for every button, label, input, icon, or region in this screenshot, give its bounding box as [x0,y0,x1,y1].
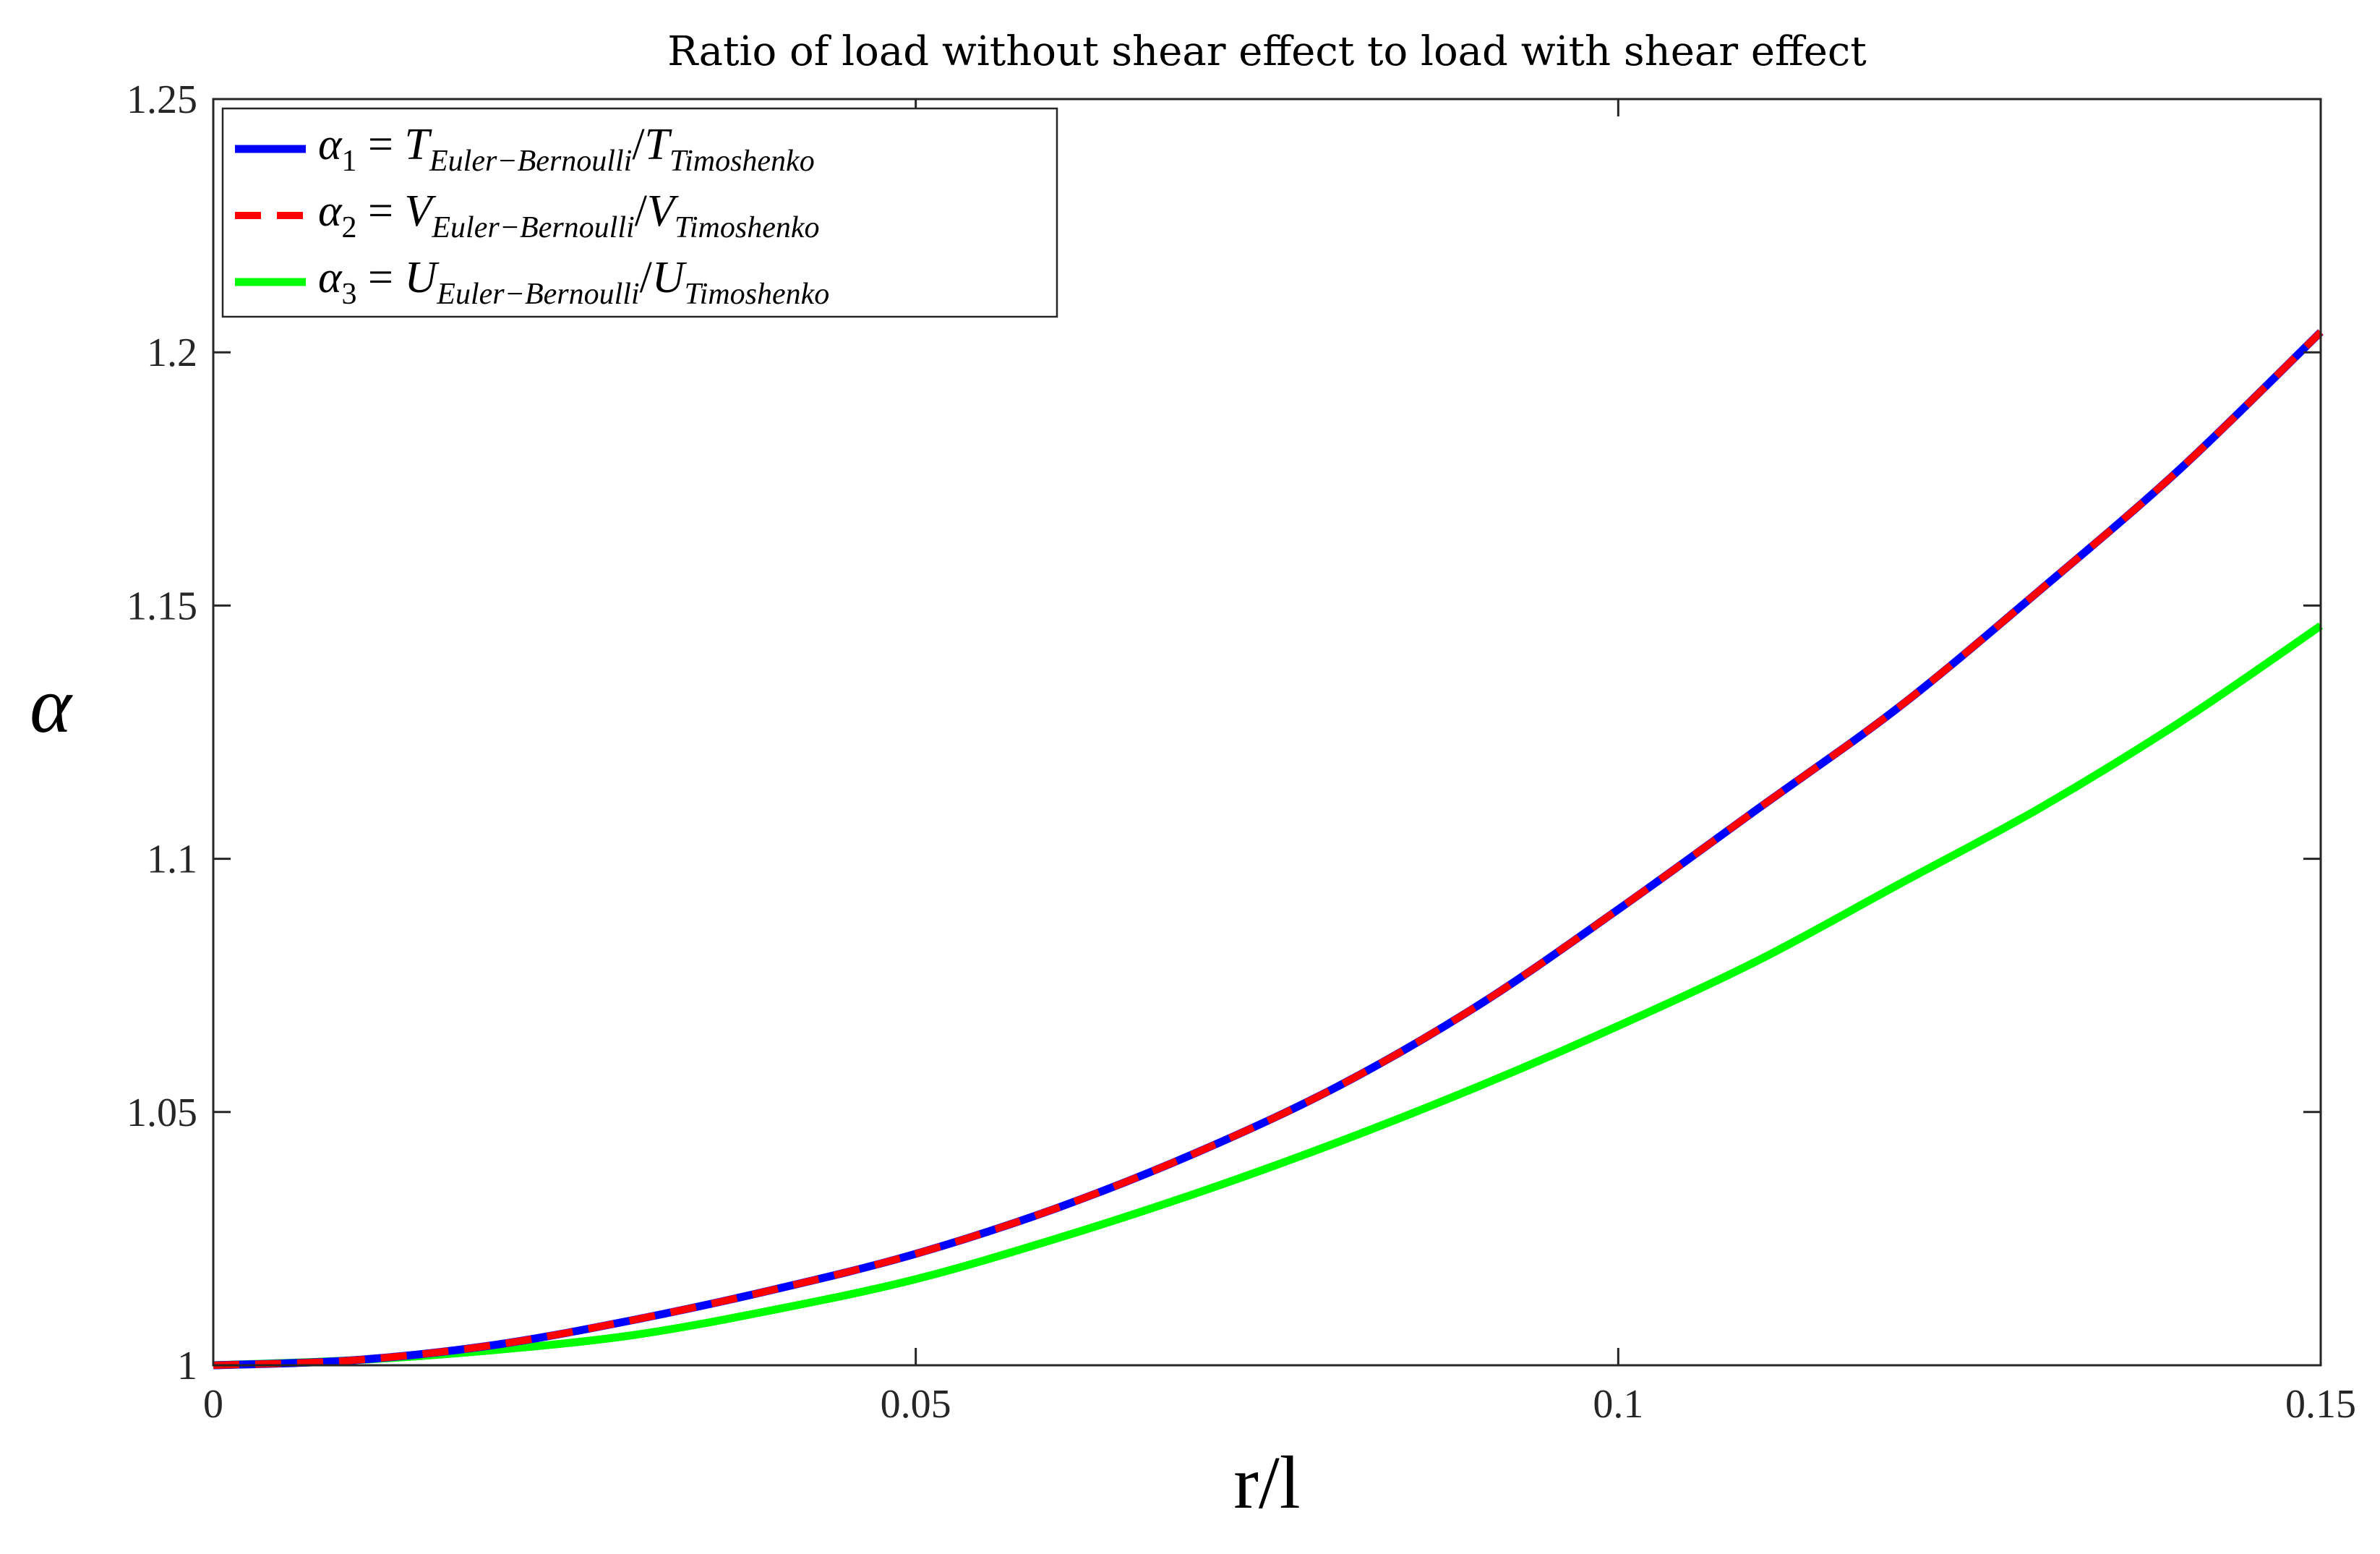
legend-entry-1: α1 = TEuler−Bernoulli/TTimoshenko [318,120,815,178]
x-tick-label: 0.15 [2285,1382,2356,1427]
y-tick-label: 1.1 [147,837,197,882]
legend: α1 = TEuler−Bernoulli/TTimoshenko α2 = VE… [221,107,1058,318]
series-line-3 [213,622,2324,1370]
x-tick-label: 0.05 [881,1382,951,1427]
y-tick-label: 1 [177,1344,197,1388]
series-layer [213,329,2324,1370]
legend-entry-3: α3 = UEuler−Bernoulli/UTimoshenko [318,253,829,311]
x-tick-label: 0.1 [1593,1382,1643,1427]
plot-frame [212,98,2322,1367]
legend-box [221,107,1058,318]
y-tick-label: 1.15 [127,584,197,628]
chart-title: Ratio of load without shear effect to lo… [667,28,1867,75]
x-tick-label: 0 [203,1382,223,1427]
y-axis-label: α [30,661,73,749]
legend-entry-2: α2 = VEuler−Bernoulli/VTimoshenko [318,187,819,244]
ticks-layer: 0 0.05 0.1 0.15 1 1.05 1.1 1.15 1.2 1.25 [127,77,2356,1427]
y-tick-label: 1.2 [147,330,197,375]
y-tick-label: 1.25 [127,77,197,122]
y-tick-label: 1.05 [127,1090,197,1135]
series-line-2 [213,329,2324,1369]
x-axis-label: r/l [1233,1441,1300,1524]
